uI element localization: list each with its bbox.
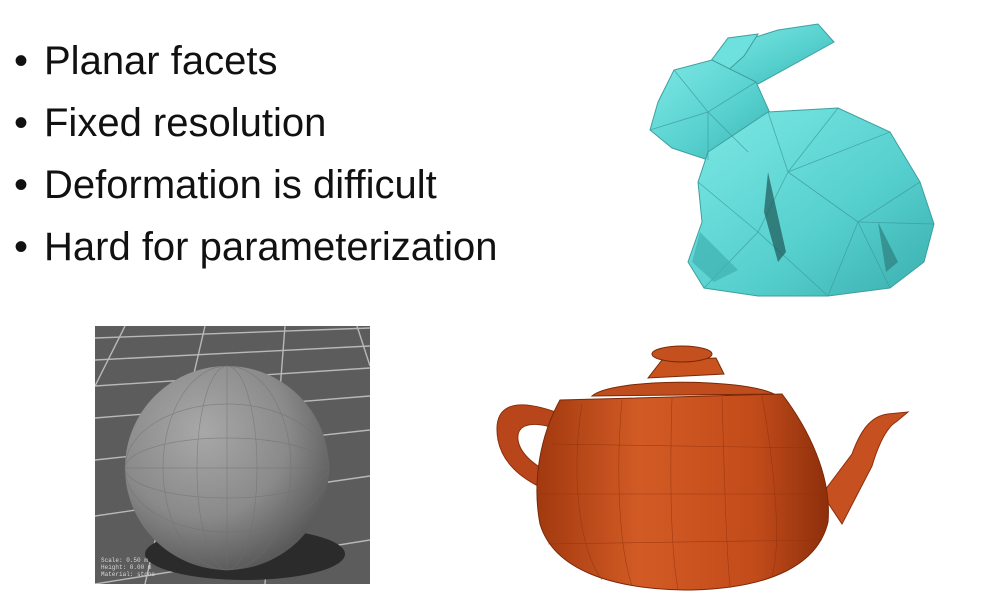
bullet-list: • Planar facets • Fixed resolution • Deform… bbox=[14, 30, 498, 278]
bullet-item: • Deformation is difficult bbox=[14, 163, 437, 207]
sphere-caption-line: Material: stone bbox=[101, 571, 155, 578]
bullet-text: Fixed resolution bbox=[44, 101, 327, 145]
bullet-item: • Planar facets bbox=[14, 39, 278, 83]
bullet-text: Hard for parameterization bbox=[44, 225, 498, 269]
bullet-item: • Fixed resolution bbox=[14, 101, 327, 145]
sphere-caption-line: Height: 0.00 m bbox=[101, 564, 152, 571]
bunny-mesh-image bbox=[649, 23, 935, 297]
sphere-mesh-image: Scale: 0.50 m Height: 0.00 m Material: s… bbox=[95, 326, 370, 584]
bullet-text: Deformation is difficult bbox=[44, 163, 437, 207]
sphere-caption-line: Scale: 0.50 m bbox=[101, 557, 148, 564]
teapot-mesh-image bbox=[496, 345, 910, 591]
bullet-text: Planar facets bbox=[44, 39, 278, 83]
bullet-item: • Hard for parameterization bbox=[14, 225, 498, 269]
